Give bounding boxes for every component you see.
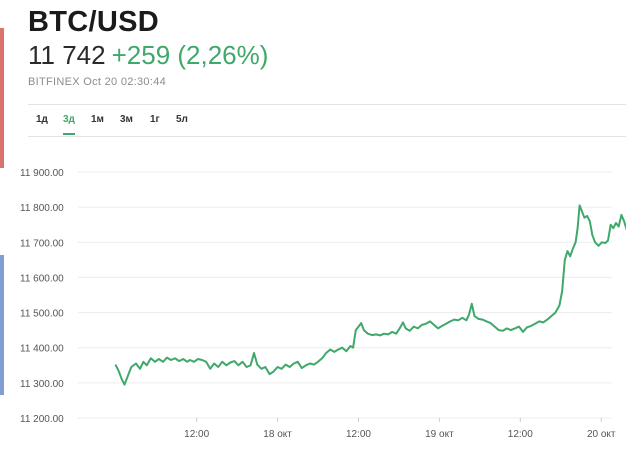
y-tick-label: 11 900.00	[20, 168, 64, 179]
y-tick-label: 11 400.00	[20, 344, 64, 355]
tabs-divider	[28, 136, 626, 137]
y-tick-label: 11 800.00	[20, 203, 64, 214]
tab-1y[interactable]: 1г	[150, 114, 160, 125]
left-edge-red-mark	[0, 28, 4, 168]
pair-title: BTC/USD	[28, 6, 159, 38]
x-tick-label: 12:00	[184, 429, 209, 440]
series-line	[114, 204, 626, 386]
tab-3m[interactable]: 3м	[120, 114, 133, 125]
price-change: +259 (2,26%)	[111, 40, 269, 70]
x-tick-label: 20 окт	[587, 429, 616, 440]
left-edge-blue-mark	[0, 255, 4, 395]
y-tick-label: 11 300.00	[20, 379, 64, 390]
quote-line: 11 742 +259 (2,26%)	[28, 40, 268, 71]
y-tick-label: 11 500.00	[20, 309, 64, 320]
y-axis-labels: 11 200.00 11 300.00 11 400.00 11 500.00 11 6…	[20, 168, 64, 425]
tab-1m[interactable]: 1м	[91, 114, 104, 125]
chart-grid	[78, 171, 612, 422]
x-tick-label: 12:00	[346, 429, 371, 440]
price-chart: 11 200.00 11 300.00 11 400.00 11 500.00 11 6…	[20, 168, 626, 440]
tab-1d[interactable]: 1д	[36, 114, 48, 125]
top-divider	[28, 104, 626, 105]
x-tick-label: 18 окт	[263, 429, 292, 440]
x-tick-label: 12:00	[508, 429, 533, 440]
current-price: 11 742	[28, 40, 106, 70]
left-edge-strip	[0, 0, 8, 460]
tab-3d[interactable]: 3д	[63, 108, 75, 135]
y-tick-label: 11 600.00	[20, 273, 64, 284]
price-series	[114, 204, 626, 386]
x-tick-label: 19 окт	[425, 429, 454, 440]
x-axis-labels: 12:00 18 окт 12:00 19 окт 12:00 20 окт	[184, 429, 616, 440]
tab-5y[interactable]: 5л	[176, 114, 188, 125]
y-tick-label: 11 700.00	[20, 238, 64, 249]
y-tick-label: 11 200.00	[20, 414, 64, 425]
source-timestamp: BITFINEX Oct 20 02:30:44	[28, 76, 167, 88]
